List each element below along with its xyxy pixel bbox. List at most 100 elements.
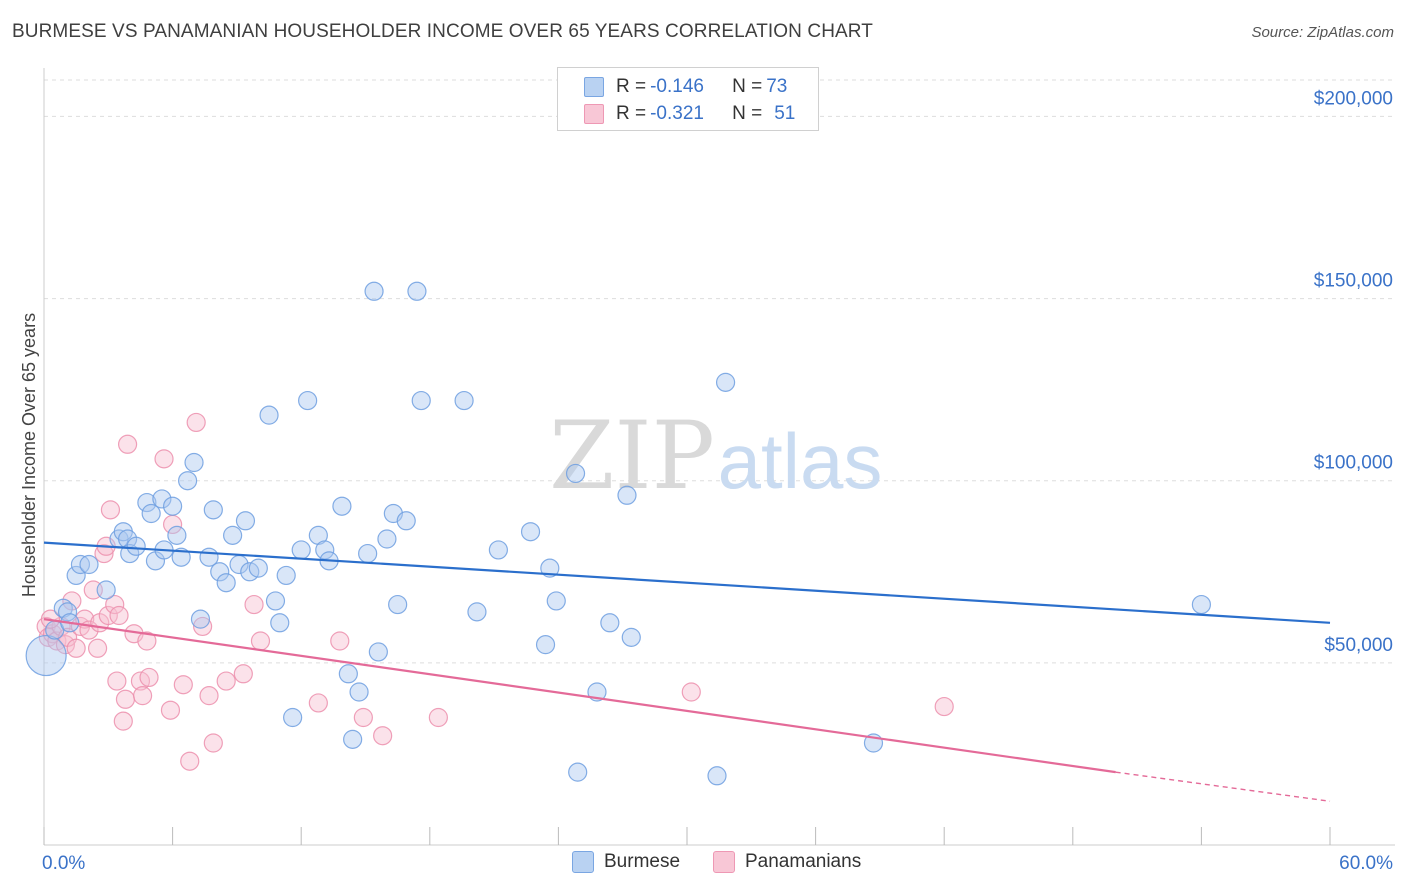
data-point	[94, 543, 114, 564]
data-point	[154, 449, 174, 469]
data-point	[338, 664, 358, 684]
data-point	[152, 489, 172, 509]
correlation-legend: R = -0.146 N = 73 R = -0.321 N = 51	[557, 67, 819, 131]
data-point	[330, 631, 350, 651]
data-point	[308, 693, 328, 713]
data-point	[173, 675, 193, 695]
data-point	[96, 580, 116, 600]
data-point	[126, 536, 146, 556]
data-point	[203, 500, 223, 520]
data-point	[233, 664, 253, 684]
data-point	[411, 390, 431, 411]
x-tick-label-min: 0.0%	[42, 853, 85, 874]
data-point	[349, 682, 369, 702]
legend-swatch-panamanians	[713, 851, 735, 873]
data-point	[98, 605, 118, 626]
data-point	[546, 591, 566, 611]
data-point	[332, 496, 352, 516]
y-tick-label: $50,000	[1324, 635, 1393, 656]
data-point	[535, 635, 556, 655]
data-point	[358, 543, 378, 564]
legend-n-value: 73	[766, 76, 788, 97]
data-point	[55, 635, 76, 655]
data-point	[291, 540, 311, 560]
data-point	[66, 638, 86, 658]
data-point	[353, 707, 373, 728]
data-point	[467, 602, 487, 622]
chart-title: BURMESE VS PANAMANIAN HOUSEHOLDER INCOME…	[12, 21, 873, 42]
y-tick-label: $100,000	[1314, 453, 1393, 474]
data-point	[568, 762, 588, 782]
data-point	[199, 686, 219, 706]
data-point	[298, 390, 318, 411]
legend-row-panamanians: R = -0.321 N = 51	[584, 101, 795, 127]
legend-r-value: -0.321	[650, 103, 704, 124]
legend-label-burmese: Burmese	[604, 851, 681, 872]
data-point	[368, 642, 388, 662]
data-point	[600, 613, 620, 633]
data-point	[184, 452, 204, 473]
watermark-atlas: atlas	[718, 417, 883, 505]
data-point	[248, 558, 268, 578]
data-point	[259, 405, 279, 425]
data-point	[163, 496, 183, 516]
data-point	[488, 540, 508, 560]
data-point	[283, 707, 303, 728]
data-point	[223, 525, 243, 545]
data-point	[132, 686, 153, 706]
data-point	[235, 511, 256, 531]
series-burmese	[25, 281, 1212, 786]
legend-item-burmese[interactable]: Burmese	[572, 851, 680, 873]
legend-n-label: N =	[732, 103, 763, 124]
legend-label-panamanians: Panamanians	[745, 851, 862, 872]
data-point	[193, 616, 213, 637]
data-point	[171, 547, 191, 567]
data-point	[141, 503, 161, 524]
legend-row-burmese: R = -0.146 N = 73	[584, 74, 787, 100]
data-point	[109, 605, 129, 626]
data-point	[216, 671, 236, 691]
trend-line-panamanians	[43, 618, 1116, 774]
y-tick-label: $150,000	[1314, 271, 1393, 292]
legend-swatch-burmese	[572, 851, 594, 873]
data-point	[105, 594, 125, 615]
legend-n-label: N =	[732, 76, 763, 97]
data-point	[113, 711, 133, 731]
data-point	[79, 554, 99, 575]
data-point	[244, 594, 264, 615]
data-point	[178, 471, 198, 491]
legend-item-panamanians[interactable]: Panamanians	[713, 851, 861, 873]
legend-n-value: 51	[774, 103, 796, 124]
legend-swatch-panamanians	[584, 104, 604, 124]
data-point	[160, 700, 181, 720]
watermark: ZIP atlas	[549, 402, 882, 511]
data-point	[540, 558, 560, 578]
data-point	[115, 689, 136, 709]
data-point	[276, 565, 296, 586]
data-point	[87, 638, 108, 658]
trend-line-burmese	[43, 541, 1331, 624]
data-point	[428, 707, 448, 728]
watermark-zip: ZIP	[549, 402, 715, 511]
data-point	[66, 565, 86, 586]
legend-swatch-burmese	[584, 77, 604, 97]
data-point	[1191, 594, 1212, 615]
data-point	[190, 609, 211, 629]
data-point	[621, 627, 641, 647]
legend-r-value: -0.146	[650, 76, 704, 97]
data-point	[707, 766, 727, 786]
data-point	[454, 390, 474, 411]
y-axis-label: Householder Income Over 65 years	[19, 313, 39, 597]
data-point	[186, 412, 206, 433]
data-point	[407, 281, 427, 301]
data-point	[139, 667, 159, 688]
series-legend: Burmese Panamanians	[0, 851, 1406, 877]
data-point	[117, 434, 138, 454]
data-point	[377, 529, 397, 549]
y-tick-label: $200,000	[1314, 88, 1393, 109]
data-point	[396, 511, 416, 531]
trend-line-panamanians-extension	[1115, 771, 1331, 802]
data-point	[270, 613, 290, 633]
data-point	[520, 522, 541, 542]
